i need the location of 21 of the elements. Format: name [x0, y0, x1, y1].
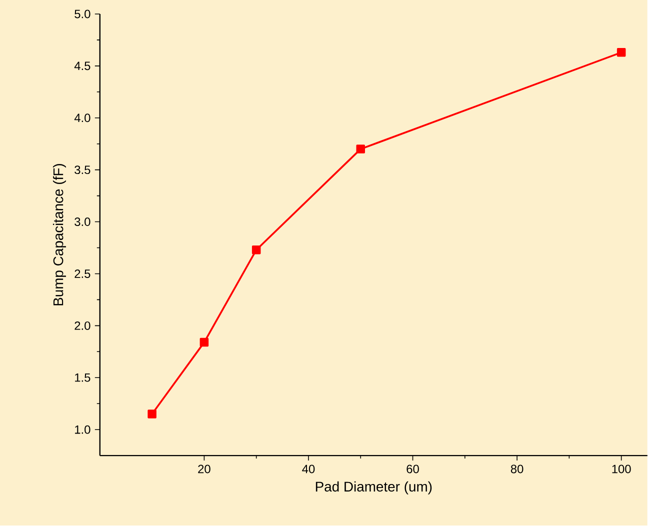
point: [148, 410, 156, 419]
y-tick-label: 1.5: [75, 374, 90, 382]
y-tick-label: 3.5: [74, 166, 90, 174]
y-tick-label: 5.0: [74, 10, 90, 18]
y-tick-label: 3.0: [74, 218, 90, 226]
x-tick-label: 60: [406, 464, 419, 474]
x-tick-label: 40: [302, 464, 315, 474]
y-tick-label: 2.0: [74, 322, 90, 330]
y-tick-label: 4.0: [74, 114, 90, 122]
point: [616, 48, 626, 58]
x-axis-title: Pad Diameter (um): [316, 482, 432, 495]
y-tick-label: 1.0: [75, 426, 90, 434]
point: [200, 338, 209, 347]
x-tick-label: 20: [198, 464, 210, 474]
y-axis-title: Bump Capacitance (fF): [52, 164, 66, 306]
x-tick-label: 80: [510, 464, 524, 474]
point: [356, 144, 365, 154]
y-tick-label: 2.5: [74, 270, 90, 278]
y-tick-label: 4.5: [74, 62, 90, 70]
point: [252, 246, 261, 254]
x-tick-label: 100: [612, 464, 631, 474]
